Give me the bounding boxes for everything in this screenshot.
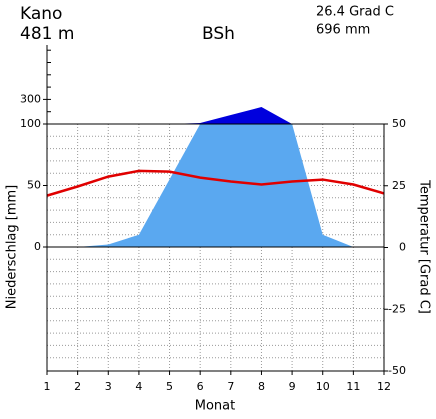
x-tick-label: 2 — [74, 380, 81, 393]
x-tick-label: 9 — [289, 380, 296, 393]
x-tick-label: 1 — [44, 380, 51, 393]
y-tick-label: 100 — [20, 117, 41, 130]
x-tick-label: 5 — [166, 380, 173, 393]
x-axis-label: Monat — [195, 399, 235, 414]
y2-tick-label: 50 — [392, 117, 406, 130]
elevation: 481 m — [20, 24, 74, 44]
mean-temperature: 26.4 Grad C — [316, 5, 394, 20]
x-tick-label: 6 — [197, 380, 204, 393]
precipitation-area — [47, 124, 384, 247]
x-tick-label: 4 — [135, 380, 142, 393]
station: Kano — [20, 4, 62, 24]
y-tick-label: 300 — [20, 92, 41, 105]
y2-axis-label: Temperatur [Grad C] — [417, 179, 432, 314]
y2-tick-label: 25 — [392, 179, 406, 192]
y-tick-label: 0 — [34, 240, 41, 253]
temperature-line — [46, 169, 385, 197]
x-tick-label: 10 — [316, 380, 330, 393]
x-tick-label: 12 — [377, 380, 391, 393]
y-tick-label: 50 — [27, 179, 41, 192]
x-tick-label: 3 — [105, 380, 112, 393]
x-tick-label: 8 — [258, 380, 265, 393]
x-tick-label: 7 — [227, 380, 234, 393]
y2-tick-label: -50 — [388, 364, 406, 377]
y-axis-label: Niederschlag [mm] — [5, 185, 20, 310]
y2-tick-label: -25 — [388, 302, 406, 315]
climate-class: BSh — [202, 24, 235, 44]
x-tick-label: 11 — [346, 380, 360, 393]
annual-precipitation: 696 mm — [316, 23, 370, 38]
precipitation-above-break — [47, 107, 384, 124]
y2-tick-label: 0 — [399, 241, 406, 254]
